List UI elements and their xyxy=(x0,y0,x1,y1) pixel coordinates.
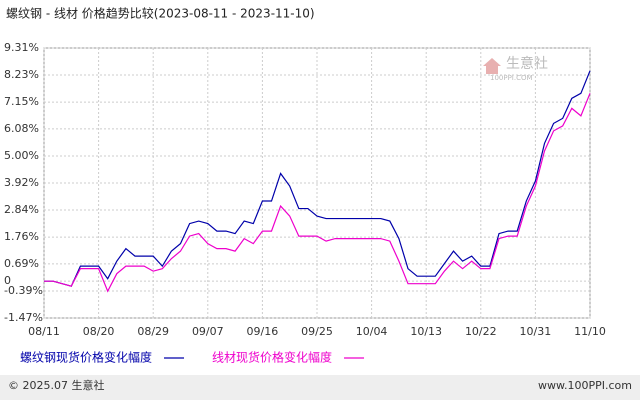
x-tick-label: 10/31 xyxy=(520,325,552,338)
x-tick-label: 08/20 xyxy=(83,325,115,338)
y-tick-label: 9.31% xyxy=(4,41,39,54)
y-tick-label: 6.08% xyxy=(4,122,39,135)
watermark-text: 生意社 xyxy=(506,55,548,72)
y-tick-label: 2.84% xyxy=(4,203,39,216)
y-tick-label: -1.47% xyxy=(4,311,43,324)
y-tick-label: 0 xyxy=(4,274,11,287)
y-tick-label: 3.92% xyxy=(4,176,39,189)
legend-label: 线材现货价格变化幅度 xyxy=(212,350,332,365)
y-tick-label: 8.23% xyxy=(4,68,39,81)
watermark-logo xyxy=(483,58,501,74)
footer-right: www.100PPI.com xyxy=(538,379,632,392)
watermark: 生意社 100PPI.COM xyxy=(483,55,548,82)
x-tick-label: 08/11 xyxy=(28,325,60,338)
y-tick-label: 7.15% xyxy=(4,95,39,108)
x-tick-label: 10/04 xyxy=(356,325,388,338)
footer-left: © 2025.07 生意社 xyxy=(8,378,104,392)
y-tick-label: 0.69% xyxy=(4,257,39,270)
y-tick-label: 5.00% xyxy=(4,149,39,162)
legend-label: 螺纹钢现货价格变化幅度 xyxy=(20,350,152,365)
y-tick-label: 1.76% xyxy=(4,230,39,243)
x-tick-label: 11/10 xyxy=(574,325,606,338)
chart-title: 螺纹钢 - 线材 价格趋势比较(2023-08-11 - 2023-11-10) xyxy=(6,6,315,21)
y-tick-label: -0.39% xyxy=(4,284,43,297)
series-line xyxy=(44,70,591,287)
x-tick-label: 10/22 xyxy=(465,325,497,338)
x-tick-label: 09/07 xyxy=(192,325,224,338)
x-tick-label: 10/13 xyxy=(410,325,442,338)
watermark-sub: 100PPI.COM xyxy=(490,74,533,82)
x-tick-label: 09/16 xyxy=(247,325,279,338)
x-tick-label: 08/29 xyxy=(137,325,169,338)
x-tick-label: 09/25 xyxy=(301,325,333,338)
series-line xyxy=(44,93,591,293)
footer-bar xyxy=(0,375,640,400)
